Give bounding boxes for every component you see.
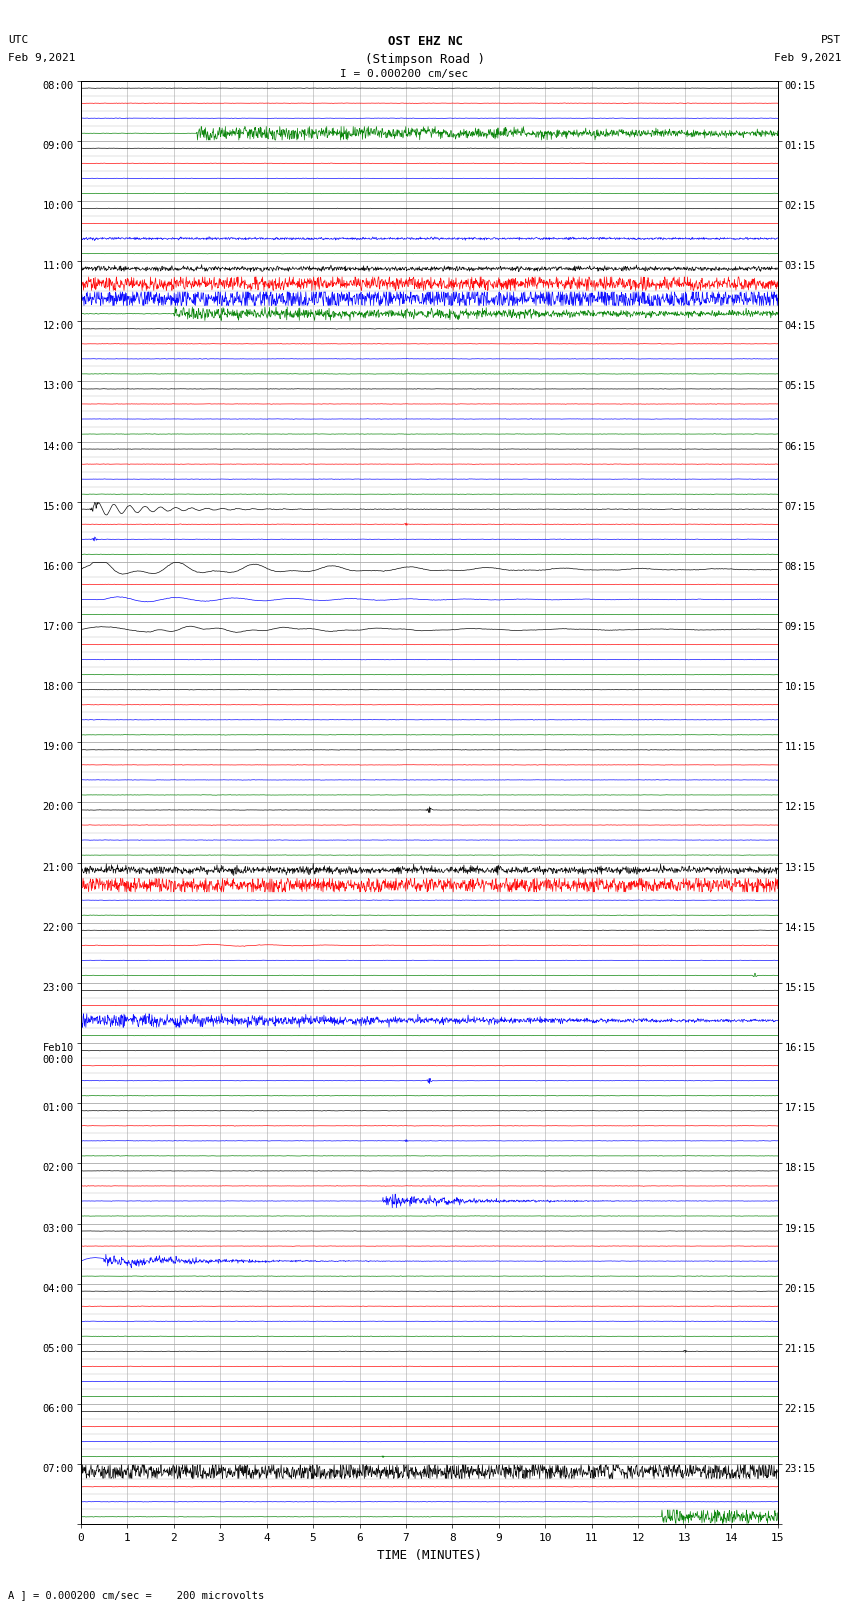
Text: OST EHZ NC: OST EHZ NC <box>388 35 462 48</box>
Text: (Stimpson Road ): (Stimpson Road ) <box>365 53 485 66</box>
Text: UTC: UTC <box>8 35 29 45</box>
Text: I = 0.000200 cm/sec: I = 0.000200 cm/sec <box>340 69 468 79</box>
Text: Feb 9,2021: Feb 9,2021 <box>8 53 76 63</box>
Text: PST: PST <box>821 35 842 45</box>
X-axis label: TIME (MINUTES): TIME (MINUTES) <box>377 1548 482 1561</box>
Text: Feb 9,2021: Feb 9,2021 <box>774 53 842 63</box>
Text: A ] = 0.000200 cm/sec =    200 microvolts: A ] = 0.000200 cm/sec = 200 microvolts <box>8 1590 264 1600</box>
